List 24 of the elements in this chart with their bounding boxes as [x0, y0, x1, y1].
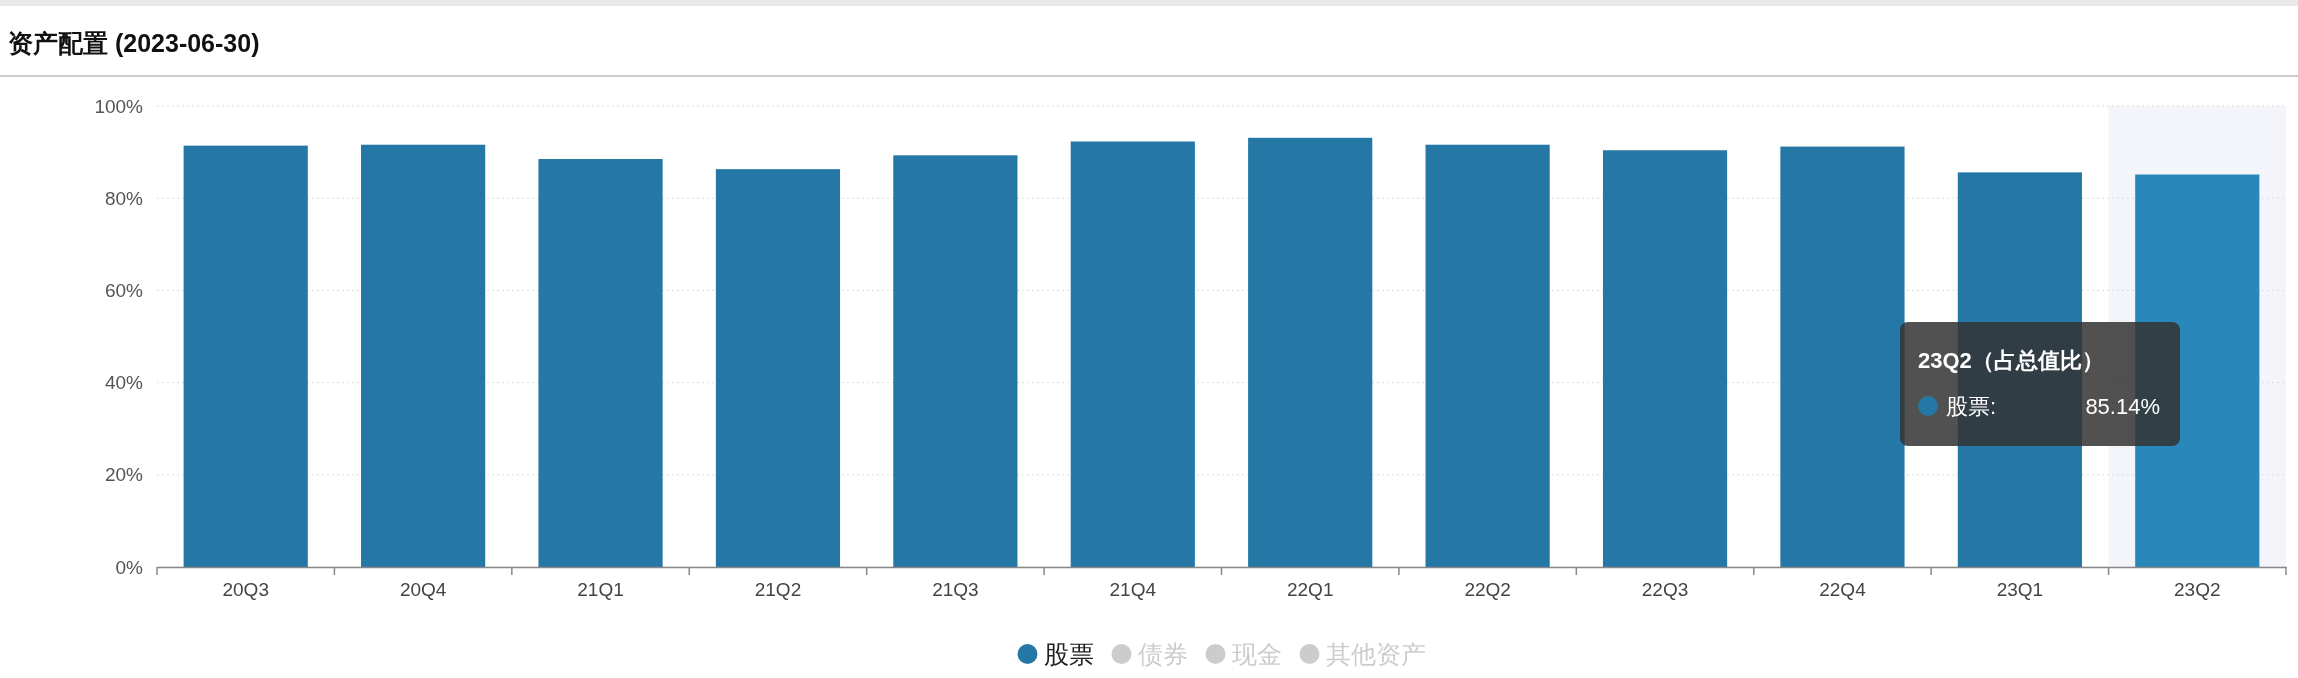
x-tick-label: 21Q4	[1109, 579, 1157, 601]
annotation: 股票:	[1946, 394, 1997, 419]
annotation: 23Q2（占总值比）	[1918, 348, 2104, 373]
x-tick-label: 21Q1	[577, 579, 624, 601]
y-tick-label: 40%	[104, 372, 144, 394]
y-tick-label: 60%	[104, 279, 144, 301]
x-tick-label: 22Q3	[1641, 579, 1689, 601]
x-tick-label: 20Q3	[222, 579, 269, 601]
legend-label: 股票	[1043, 640, 1094, 668]
chart-title: 资产配置 (2023-06-30)	[8, 29, 260, 57]
x-tick-label: 23Q2	[2174, 579, 2221, 601]
x-tick-label: 22Q1	[1286, 579, 1334, 601]
tooltip: 23Q2（占总值比） 股票: 85.14%	[1900, 322, 2180, 446]
x-tick-label: 20Q4	[399, 579, 447, 601]
y-tick-label: 100%	[94, 95, 144, 117]
x-tick-label: 23Q1	[1996, 579, 2044, 601]
x-tick-label: 21Q2	[754, 579, 802, 601]
y-tick-label: 0%	[115, 556, 144, 578]
y-tick-label: 20%	[104, 464, 144, 486]
data-label: 85.14%	[2085, 394, 2160, 419]
x-tick-label: 22Q2	[1464, 579, 1511, 601]
x-tick-label: 22Q4	[1819, 579, 1867, 601]
y-tick-label: 80%	[104, 187, 144, 209]
x-tick-label: 21Q3	[932, 579, 979, 601]
